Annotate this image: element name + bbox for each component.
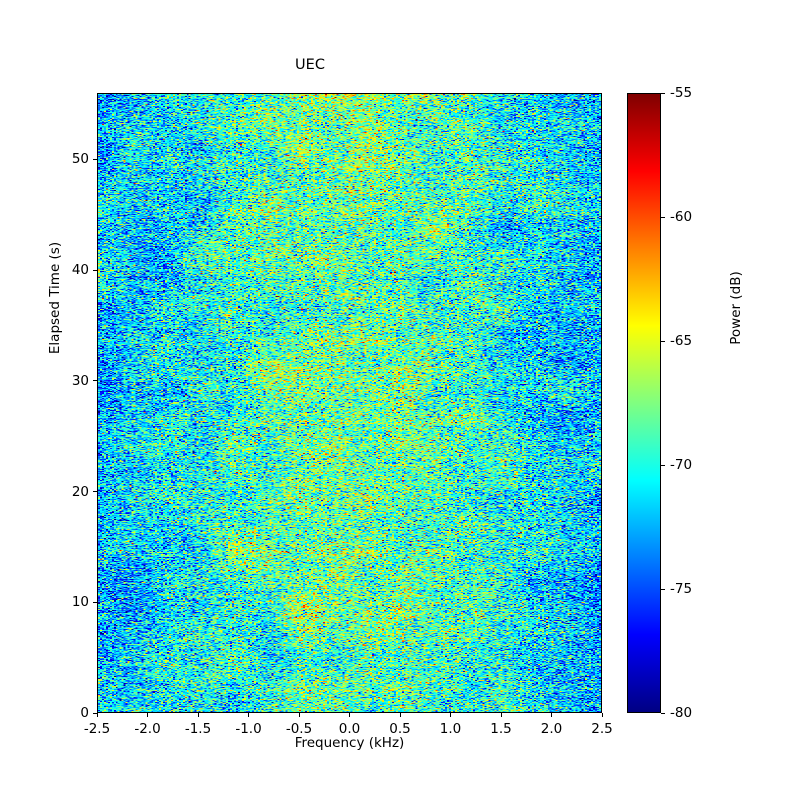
colorbar-tick-label: -60 — [670, 209, 693, 225]
spectrogram-axes — [97, 93, 602, 713]
y-tick-label: 30 — [71, 372, 89, 389]
x-tick-mark — [450, 713, 451, 717]
x-tick-label: 2.5 — [591, 721, 613, 737]
x-tick-label: -2.0 — [134, 721, 161, 737]
x-tick-label: 2.0 — [540, 721, 563, 737]
spectrogram-image — [98, 94, 601, 712]
x-tick-label: 0.5 — [389, 721, 411, 737]
y-tick-mark — [93, 269, 97, 271]
y-tick-label: 20 — [71, 483, 89, 500]
title-line-station: UEC — [295, 57, 325, 73]
colorbar-label: Power (dB) — [728, 271, 744, 345]
y-tick-label: 10 — [71, 594, 89, 611]
y-tick-label: 50 — [71, 151, 89, 168]
x-tick-label: 0.0 — [338, 721, 361, 737]
x-tick-mark — [197, 713, 199, 717]
colorbar-tick-mark — [661, 340, 665, 342]
x-tick-mark — [399, 713, 401, 717]
colorbar-tick-label: -80 — [670, 705, 693, 721]
x-tick-mark — [551, 713, 552, 717]
x-tick-label: -2.5 — [83, 721, 111, 737]
x-tick-mark — [147, 713, 148, 717]
colorbar-tick-mark — [661, 712, 665, 714]
x-tick-label: 1.0 — [439, 721, 462, 737]
x-tick-mark — [500, 713, 502, 717]
x-tick-mark — [601, 713, 603, 717]
colorbar-tick-label: -55 — [670, 85, 693, 101]
y-axis-label: Elapsed Time (s) — [47, 241, 63, 355]
colorbar-gradient — [628, 94, 660, 712]
colorbar-tick-mark — [661, 464, 665, 466]
x-tick-mark — [298, 713, 300, 717]
colorbar-tick-mark — [661, 588, 665, 590]
colorbar-tick-label: -70 — [670, 457, 693, 473]
x-tick-label: -1.5 — [184, 721, 212, 737]
y-tick-mark — [93, 380, 97, 382]
x-tick-label: -1.0 — [235, 721, 262, 737]
x-tick-mark — [248, 713, 249, 717]
x-tick-mark — [96, 713, 98, 717]
colorbar-tick-label: -75 — [670, 581, 693, 597]
y-tick-label: 0 — [80, 705, 89, 721]
y-tick-mark — [93, 158, 97, 160]
x-tick-label: 1.5 — [490, 721, 512, 737]
colorbar — [627, 93, 661, 713]
y-tick-mark — [93, 601, 97, 603]
y-tick-mark — [93, 712, 97, 714]
x-tick-label: -0.5 — [285, 721, 313, 737]
x-tick-mark — [349, 713, 350, 717]
colorbar-tick-mark — [661, 92, 665, 94]
colorbar-tick-mark — [661, 216, 665, 218]
x-axis-label: Frequency (kHz) — [294, 735, 405, 751]
y-tick-label: 40 — [71, 262, 89, 279]
colorbar-tick-label: -65 — [670, 333, 693, 349]
y-tick-mark — [93, 491, 97, 493]
